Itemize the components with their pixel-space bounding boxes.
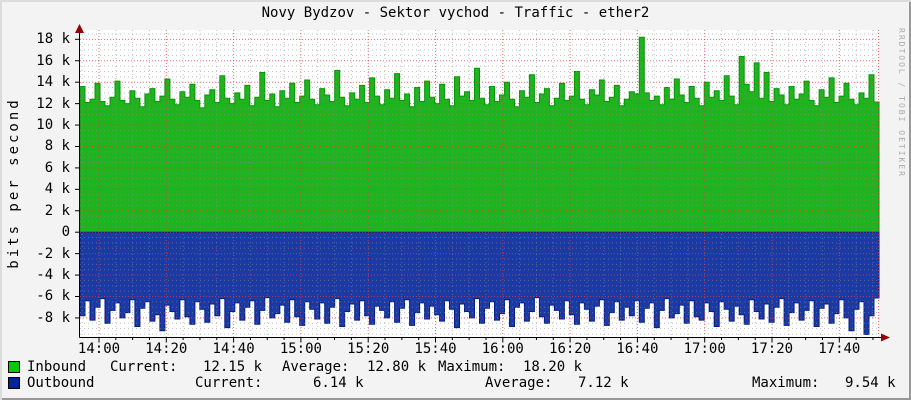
x-tick-label: 14:40 bbox=[212, 341, 255, 357]
legend-label-outbound: Outbound bbox=[27, 375, 95, 391]
rrdtool-watermark: RRDTOOL / TOBI OETIKER bbox=[897, 28, 906, 178]
inbound-average-value: 12.80 k bbox=[367, 359, 427, 375]
x-tick-label: 17:40 bbox=[818, 341, 861, 357]
y-tick-label: 8 k bbox=[44, 138, 70, 155]
inbound-maximum-label: Maximum: bbox=[438, 359, 506, 375]
outbound-current-value: 6.14 k bbox=[313, 375, 364, 391]
x-tick-label: 15:40 bbox=[414, 341, 457, 357]
outbound-swatch-icon bbox=[8, 377, 20, 389]
outbound-current-label: Current: bbox=[195, 375, 263, 391]
x-tick-label: 17:00 bbox=[683, 341, 726, 357]
x-tick-label: 15:00 bbox=[279, 341, 322, 357]
x-tick-label: 15:20 bbox=[347, 341, 390, 357]
graph-title: Novy Bydzov - Sektor vychod - Traffic - … bbox=[261, 5, 650, 21]
outbound-average-value: 7.12 k bbox=[578, 375, 629, 391]
outbound-maximum-value: 9.54 k bbox=[845, 375, 896, 391]
y-tick-label: 18 k bbox=[36, 31, 70, 48]
inbound-current-value: 12.15 k bbox=[203, 359, 263, 375]
y-tick-label: 10 k bbox=[36, 117, 70, 134]
y-tick-label: 16 k bbox=[36, 52, 70, 69]
y-tick-label: 6 k bbox=[44, 159, 70, 176]
x-tick-label: 16:40 bbox=[616, 341, 659, 357]
x-tick-label: 17:20 bbox=[750, 341, 794, 357]
y-tick-label: 12 k bbox=[36, 95, 70, 112]
x-tick-label: 16:00 bbox=[481, 341, 524, 357]
x-tick-label: 14:20 bbox=[145, 341, 188, 357]
inbound-swatch-icon bbox=[8, 361, 20, 373]
y-tick-label: 2 k bbox=[44, 202, 70, 219]
y-tick-label: 4 k bbox=[44, 181, 70, 198]
x-tick-label: 14:00 bbox=[77, 341, 121, 357]
outbound-average-label: Average: bbox=[485, 375, 553, 391]
y-tick-label: 14 k bbox=[36, 74, 70, 91]
x-tick-label: 16:20 bbox=[549, 341, 592, 357]
inbound-maximum-value: 18.20 k bbox=[523, 359, 583, 375]
inbound-average-label: Average: bbox=[282, 359, 350, 375]
y-tick-label: -6 k bbox=[36, 288, 70, 305]
y-tick-label: -2 k bbox=[36, 245, 70, 262]
y-tick-label: -4 k bbox=[36, 267, 70, 284]
outbound-maximum-label: Maximum: bbox=[752, 375, 820, 391]
y-tick-label: -8 k bbox=[36, 309, 70, 326]
legend-label-inbound: Inbound bbox=[27, 359, 87, 375]
y-tick-label: 0 bbox=[61, 224, 70, 241]
inbound-current-label: Current: bbox=[110, 359, 178, 375]
